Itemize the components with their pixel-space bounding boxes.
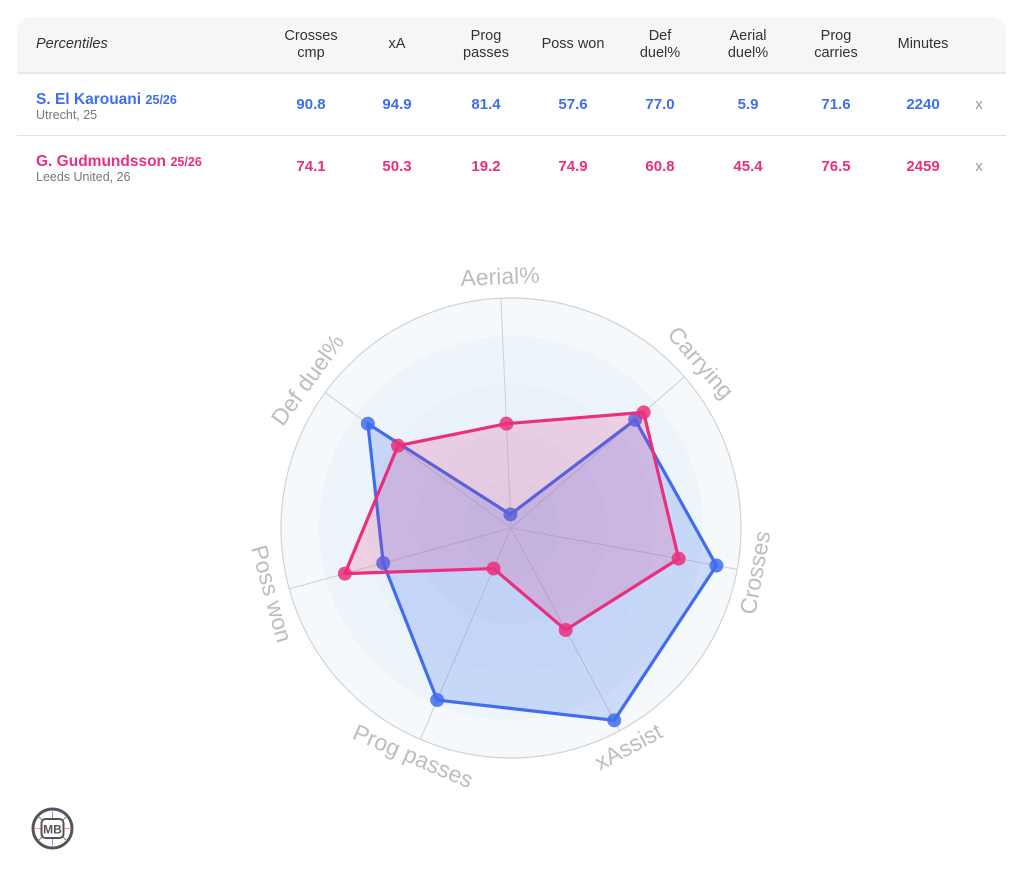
data-point[interactable] <box>430 693 445 708</box>
col-def-duel[interactable]: Def duel% <box>639 27 681 61</box>
radar-series <box>337 405 724 728</box>
data-point[interactable] <box>376 556 391 571</box>
col-aerial-duel[interactable]: Aerial duel% <box>727 27 769 61</box>
data-point[interactable] <box>486 561 501 576</box>
value-aerial-duel: 45.4 <box>733 158 763 175</box>
radar-series-1 <box>337 405 686 637</box>
data-point[interactable] <box>337 566 352 581</box>
player-club-age: Leeds United, 26 <box>36 170 131 184</box>
data-point[interactable] <box>499 416 514 431</box>
value-minutes: 2240 <box>906 96 940 113</box>
table-row: S. El Karouani 25/26 Utrecht, 25 90.8 94… <box>17 74 1006 136</box>
soccer-ball-logo-icon: MB <box>31 807 74 850</box>
radar-spoke <box>289 527 512 590</box>
data-point[interactable] <box>503 507 518 522</box>
col-crosses-cmp[interactable]: Crosses cmp <box>284 27 338 61</box>
mb-logo: MB <box>31 807 74 850</box>
value-aerial-duel: 5.9 <box>737 96 759 113</box>
data-point[interactable] <box>390 438 405 453</box>
radar-spoke <box>500 298 512 529</box>
player-season: 25/26 <box>170 155 202 169</box>
series-polygon <box>343 410 681 632</box>
radar-spoke <box>510 376 685 529</box>
remove-player-button[interactable]: x <box>975 96 983 113</box>
value-poss-won: 74.9 <box>558 158 588 175</box>
value-xa: 50.3 <box>382 158 412 175</box>
value-poss-won: 57.6 <box>558 96 588 113</box>
value-prog-passes: 81.4 <box>471 96 501 113</box>
player-info: S. El Karouani 25/26 Utrecht, 25 <box>36 91 177 122</box>
value-prog-carries: 76.5 <box>821 158 851 175</box>
col-poss-won[interactable]: Poss won <box>541 36 605 52</box>
data-point[interactable] <box>709 558 724 573</box>
radar-spoke <box>510 527 738 570</box>
table-row: G. Gudmundsson 25/26 Leeds United, 26 74… <box>17 136 1006 197</box>
value-crosses-cmp: 74.1 <box>296 158 326 175</box>
data-point[interactable] <box>636 405 651 420</box>
col-xa[interactable]: xA <box>388 36 406 52</box>
data-point[interactable] <box>607 713 622 728</box>
radar-spoke <box>324 392 512 529</box>
player-info: G. Gudmundsson 25/26 Leeds United, 26 <box>36 153 202 184</box>
value-def-duel: 77.0 <box>645 96 675 113</box>
percentiles-table: Percentiles Crosses cmp xA Prog passes P… <box>17 17 1006 197</box>
data-point[interactable] <box>671 551 686 566</box>
table-header: Percentiles Crosses cmp xA Prog passes P… <box>17 17 1006 74</box>
series-polygon <box>366 418 719 722</box>
remove-player-button[interactable]: x <box>975 158 983 175</box>
col-minutes[interactable]: Minutes <box>897 36 949 52</box>
value-prog-carries: 71.6 <box>821 96 851 113</box>
data-point[interactable] <box>558 622 573 637</box>
player-name[interactable]: G. Gudmundsson <box>36 153 167 170</box>
logo-text: MB <box>43 823 62 837</box>
value-xa: 94.9 <box>382 96 412 113</box>
radar-series-0 <box>360 412 724 728</box>
player-club-age: Utrecht, 25 <box>36 108 98 122</box>
value-minutes: 2459 <box>906 158 940 175</box>
col-prog-passes[interactable]: Prog passes <box>463 27 509 61</box>
data-point[interactable] <box>360 416 375 431</box>
value-crosses-cmp: 90.8 <box>296 96 326 113</box>
axis-label: Aerial% <box>460 262 540 291</box>
value-prog-passes: 19.2 <box>471 158 501 175</box>
player-season: 25/26 <box>145 93 177 107</box>
value-def-duel: 60.8 <box>645 158 675 175</box>
header-title: Percentiles <box>36 36 108 52</box>
col-prog-carries[interactable]: Prog carries <box>814 27 858 61</box>
player-name[interactable]: S. El Karouani <box>36 91 142 108</box>
